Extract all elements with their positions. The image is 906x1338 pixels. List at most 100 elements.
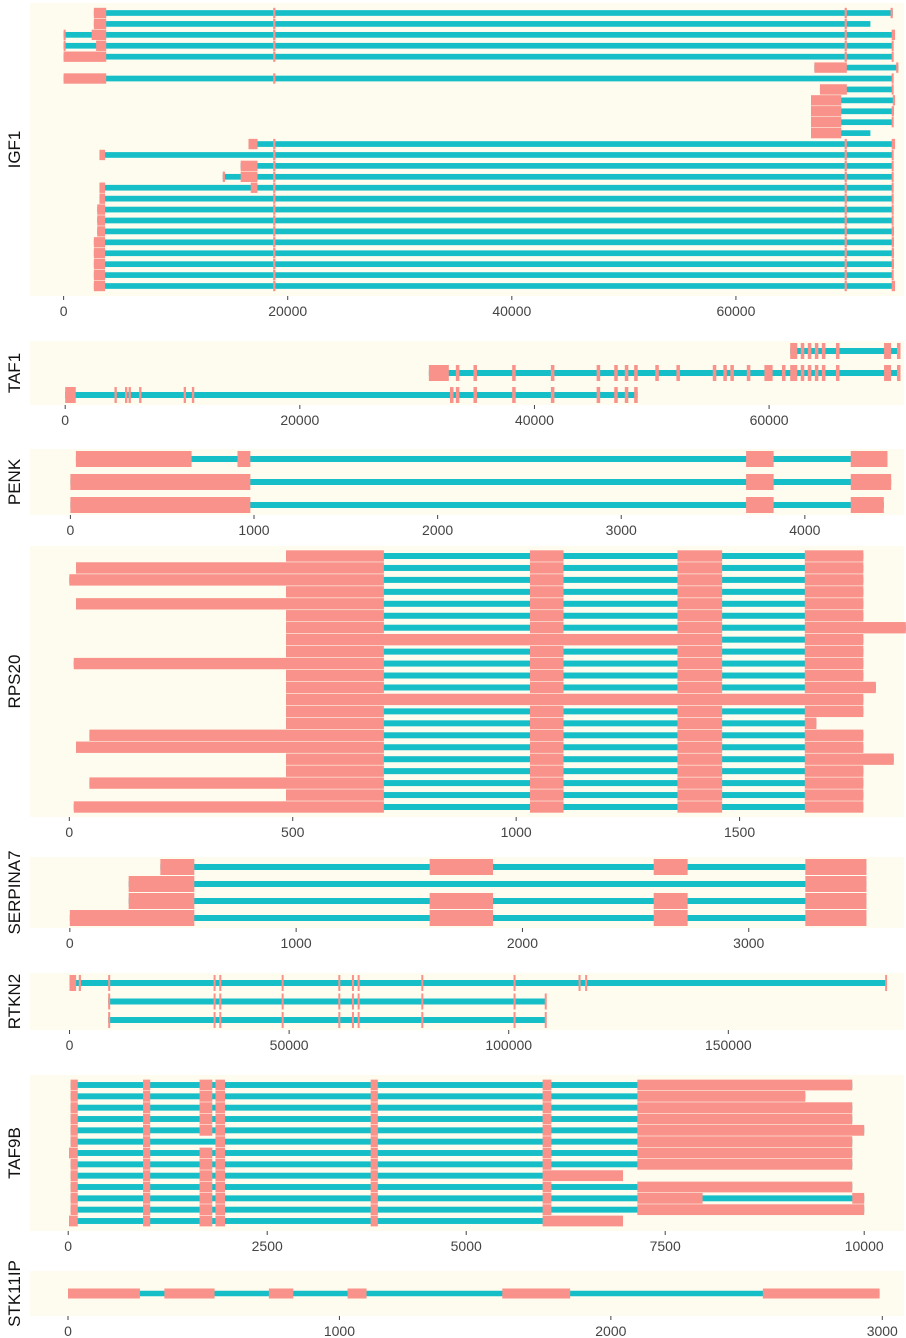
exon-bar: [70, 1204, 78, 1216]
exon-bar: [370, 1102, 378, 1114]
intron-line: [286, 672, 864, 679]
intron-line: [63, 75, 893, 82]
exon-bar: [357, 1012, 360, 1028]
exon-bar: [143, 1113, 151, 1125]
gene-label: TAF9B: [5, 1127, 24, 1179]
exon-bar: [891, 237, 894, 248]
intron-line: [70, 1184, 853, 1190]
exon-bar: [891, 160, 894, 172]
exon-bar: [896, 365, 901, 381]
exon-bar: [677, 729, 723, 741]
exon-bar: [807, 343, 812, 359]
exon-bar: [850, 451, 888, 467]
exon-bar: [677, 801, 723, 813]
exon-bar: [844, 138, 847, 150]
transcript: [286, 717, 817, 730]
exon-bar: [215, 1147, 226, 1159]
transcript: [286, 586, 864, 598]
exon-bar: [286, 622, 384, 634]
exon-bar: [637, 1124, 865, 1136]
exon-bar: [93, 248, 106, 259]
exon-bar: [804, 550, 864, 562]
exon-bar: [542, 1158, 552, 1170]
exon-bar: [286, 705, 384, 718]
exon-bar: [65, 387, 76, 403]
tick-label: 1000: [324, 1323, 355, 1338]
exon-bar: [896, 62, 899, 73]
exon-bar: [819, 84, 847, 95]
exon-bar: [677, 598, 723, 610]
exon-bar: [199, 1158, 213, 1170]
exon-bar: [891, 182, 894, 193]
exon-bar: [286, 717, 384, 730]
exon-bar: [429, 893, 494, 909]
exon-bar: [891, 40, 894, 51]
exon-bar: [183, 387, 187, 403]
transcript: [810, 127, 871, 139]
intron-line: [97, 206, 893, 213]
intron-line: [222, 173, 893, 180]
transcript: [70, 474, 892, 490]
intron-line: [286, 792, 864, 799]
exon-bar: [891, 280, 896, 292]
exon-bar: [143, 1090, 151, 1102]
intron-line: [819, 86, 893, 93]
exon-bar: [804, 765, 864, 777]
exon-bar: [240, 171, 258, 182]
intron-line: [65, 392, 638, 398]
transcript: [70, 1124, 865, 1136]
exon-bar: [273, 193, 276, 204]
intron-line: [108, 1017, 547, 1023]
exon-bar: [814, 365, 819, 381]
exon-bar: [637, 1102, 853, 1114]
intron-line: [89, 780, 864, 787]
tick-label: 3000: [606, 522, 637, 538]
panel-rps20: RPS20 0 500 1000 1500: [5, 546, 906, 840]
exon-bar: [850, 497, 884, 513]
exon-bar: [544, 993, 547, 1010]
exon-bar: [804, 645, 864, 658]
exon-bar: [805, 876, 867, 892]
exon-bar: [578, 975, 581, 991]
transcript: [63, 73, 894, 84]
exon-bar: [814, 62, 847, 73]
intron-line: [89, 732, 864, 739]
exon-bar: [804, 717, 817, 730]
exon-bar: [338, 993, 341, 1010]
intron-line: [814, 64, 899, 71]
transcript: [128, 893, 867, 909]
exon-bar: [286, 765, 384, 777]
exon-bar: [804, 789, 864, 801]
exon-bar: [885, 975, 888, 991]
exon-bar: [542, 1215, 624, 1227]
transcript: [69, 574, 864, 586]
exon-bar: [139, 387, 142, 403]
transcript: [286, 633, 864, 646]
exon-bar: [215, 1113, 226, 1125]
exon-bar: [93, 18, 107, 30]
exon-bar: [73, 657, 384, 670]
exon-bar: [677, 777, 723, 789]
exon-bar: [891, 171, 894, 182]
exon-bar: [273, 182, 276, 193]
exon-bar: [143, 1170, 151, 1182]
exon-bar: [70, 1170, 78, 1182]
intron-line: [160, 864, 867, 870]
exon-bar: [421, 975, 424, 991]
exon-bar: [746, 497, 774, 513]
exon-bar: [677, 705, 723, 718]
exon-bar: [215, 1102, 226, 1114]
gene-label: STK11IP: [5, 1260, 24, 1327]
intron-line: [63, 31, 896, 38]
transcript: [286, 622, 906, 634]
exon-bar: [97, 204, 106, 215]
exon-bar: [70, 474, 251, 490]
transcript: [286, 681, 876, 694]
exon-bar: [530, 705, 564, 718]
exon-bar: [844, 204, 847, 215]
exon-bar: [99, 193, 106, 204]
tick-label: 1000: [501, 824, 532, 840]
exon-bar: [542, 1181, 552, 1193]
exon-bar: [762, 1288, 880, 1299]
transcript: [63, 29, 896, 41]
